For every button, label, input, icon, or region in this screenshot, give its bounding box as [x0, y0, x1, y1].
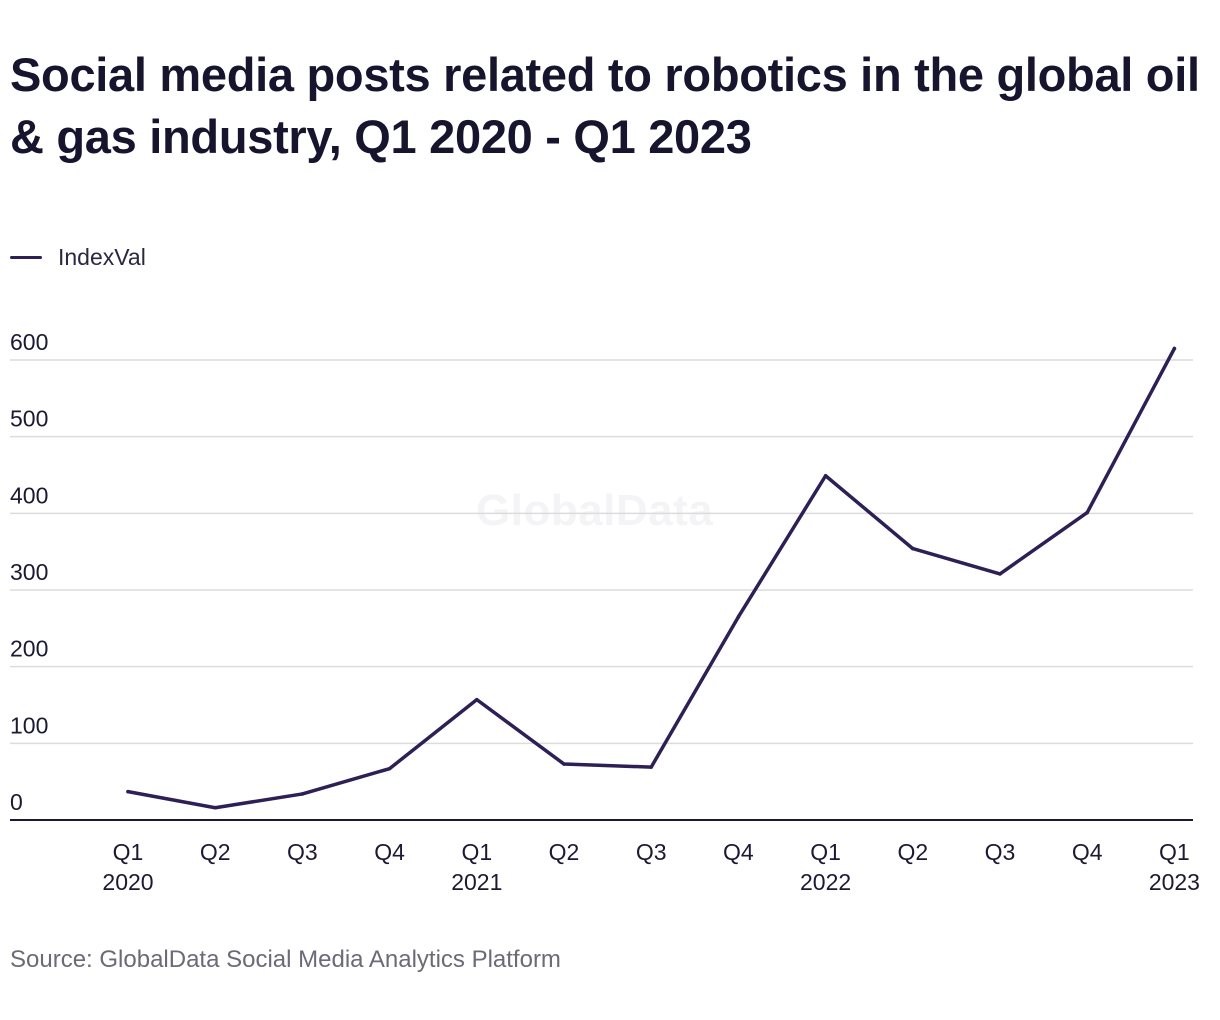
x-tick-year-label: 2021: [451, 869, 502, 895]
watermark: GlobalData: [476, 486, 714, 535]
x-tick-label: Q2: [897, 839, 928, 865]
legend-swatch: [10, 255, 42, 259]
data-point: [823, 473, 828, 478]
x-tick-label: Q4: [723, 839, 754, 865]
data-point: [1172, 346, 1177, 351]
data-point: [562, 762, 566, 766]
data-point: [649, 765, 653, 769]
y-tick-label: 400: [10, 482, 48, 508]
x-tick-label: Q1: [113, 839, 144, 865]
x-tick-label: Q2: [200, 839, 231, 865]
x-tick-label: Q1: [461, 839, 492, 865]
line-chart: 0 100 200 300 400 500 600 Q1 2020 Q2 Q3 Q4 Q1 2021 Q2 Q…: [10, 329, 1200, 895]
data-point: [126, 789, 130, 794]
y-tick-label: 500: [10, 406, 48, 432]
data-point: [736, 615, 741, 619]
data-point: [300, 792, 305, 796]
data-point: [213, 805, 217, 810]
legend: IndexVal: [10, 243, 146, 271]
x-tick-year-label: 2023: [1149, 869, 1200, 895]
x-tick-label: Q1: [810, 839, 841, 865]
data-point: [998, 572, 1002, 576]
chart-title: Social media posts related to robotics i…: [10, 48, 1200, 163]
x-tick-label: Q4: [1072, 839, 1103, 865]
y-tick-label: 100: [10, 712, 48, 738]
series-line-indexval: [126, 346, 1177, 810]
data-point: [1085, 510, 1089, 515]
data-point: [475, 697, 479, 702]
x-tick-label: Q3: [636, 839, 667, 865]
legend-label: IndexVal: [58, 243, 146, 270]
x-tick-label: Q2: [549, 839, 580, 865]
data-point: [387, 766, 392, 771]
source-note: Source: GlobalData Social Media Analytic…: [10, 946, 561, 973]
x-tick-label: Q4: [374, 839, 405, 865]
x-tick-year-label: 2022: [800, 869, 851, 895]
y-tick-label: 600: [10, 329, 48, 355]
x-tick-label: Q1: [1159, 839, 1190, 865]
x-tick-year-label: 2020: [102, 869, 153, 895]
y-tick-label: 300: [10, 559, 48, 585]
data-point: [911, 546, 915, 551]
x-tick-label: Q3: [985, 839, 1016, 865]
y-tick-label: 0: [10, 789, 23, 815]
x-tick-label: Q3: [287, 839, 318, 865]
y-tick-label: 200: [10, 636, 48, 662]
